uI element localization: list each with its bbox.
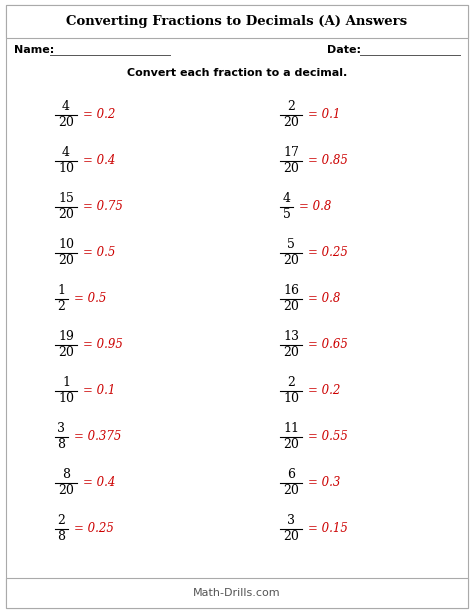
Text: 13: 13 [283, 330, 299, 343]
Text: 2: 2 [57, 300, 65, 313]
Text: = 0.65: = 0.65 [308, 338, 348, 351]
Text: Name:: Name: [14, 45, 54, 55]
Text: = 0.85: = 0.85 [308, 154, 348, 167]
Text: 1: 1 [62, 376, 70, 389]
Text: 1: 1 [57, 284, 65, 297]
Text: = 0.55: = 0.55 [308, 430, 348, 443]
Text: = 0.25: = 0.25 [308, 246, 348, 259]
Text: = 0.75: = 0.75 [83, 200, 123, 213]
Text: = 0.5: = 0.5 [83, 246, 115, 259]
Text: 10: 10 [283, 392, 299, 406]
Text: Convert each fraction to a decimal.: Convert each fraction to a decimal. [127, 68, 347, 78]
Text: 11: 11 [283, 422, 299, 435]
Text: = 0.1: = 0.1 [308, 109, 340, 121]
Text: 20: 20 [283, 438, 299, 452]
Text: 2: 2 [287, 376, 295, 389]
Text: Math-Drills.com: Math-Drills.com [193, 588, 281, 598]
Bar [6, 5, 468, 38]
Text: = 0.95: = 0.95 [83, 338, 123, 351]
Text: 8: 8 [57, 530, 65, 544]
Text: 20: 20 [283, 346, 299, 359]
Text: = 0.4: = 0.4 [83, 154, 115, 167]
Text: 20: 20 [283, 530, 299, 544]
Text: = 0.1: = 0.1 [83, 384, 115, 397]
Text: 20: 20 [283, 300, 299, 313]
Text: 20: 20 [58, 208, 74, 221]
Text: 20: 20 [58, 346, 74, 359]
Text: 20: 20 [283, 484, 299, 498]
Text: 5: 5 [287, 238, 295, 251]
Text: 2: 2 [287, 101, 295, 113]
Text: 17: 17 [283, 147, 299, 159]
Text: = 0.25: = 0.25 [74, 522, 114, 536]
Text: 20: 20 [58, 254, 74, 267]
Text: = 0.4: = 0.4 [83, 476, 115, 490]
Text: = 0.2: = 0.2 [308, 384, 340, 397]
Text: = 0.3: = 0.3 [308, 476, 340, 490]
Text: 15: 15 [58, 192, 74, 205]
Bar [6, 578, 468, 608]
Text: 8: 8 [57, 438, 65, 452]
Text: = 0.8: = 0.8 [308, 292, 340, 305]
Text: Converting Fractions to Decimals (A) Answers: Converting Fractions to Decimals (A) Ans… [66, 15, 408, 28]
Text: 20: 20 [283, 116, 299, 129]
Text: = 0.2: = 0.2 [83, 109, 115, 121]
Text: = 0.15: = 0.15 [308, 522, 348, 536]
Text: 4: 4 [62, 147, 70, 159]
Text: 10: 10 [58, 162, 74, 175]
Text: = 0.375: = 0.375 [74, 430, 121, 443]
Text: 10: 10 [58, 392, 74, 406]
Text: 4: 4 [62, 101, 70, 113]
Text: 20: 20 [58, 116, 74, 129]
Text: 6: 6 [287, 468, 295, 481]
Text: 4: 4 [283, 192, 291, 205]
Text: 19: 19 [58, 330, 74, 343]
Text: 20: 20 [283, 254, 299, 267]
Text: = 0.5: = 0.5 [74, 292, 106, 305]
Text: 10: 10 [58, 238, 74, 251]
Text: 5: 5 [283, 208, 291, 221]
Text: 20: 20 [58, 484, 74, 498]
Text: 2: 2 [57, 514, 65, 528]
Text: 3: 3 [57, 422, 65, 435]
Text: Date:: Date: [327, 45, 361, 55]
Text: 16: 16 [283, 284, 299, 297]
Text: 8: 8 [62, 468, 70, 481]
Text: 3: 3 [287, 514, 295, 528]
Text: 20: 20 [283, 162, 299, 175]
Text: = 0.8: = 0.8 [299, 200, 331, 213]
